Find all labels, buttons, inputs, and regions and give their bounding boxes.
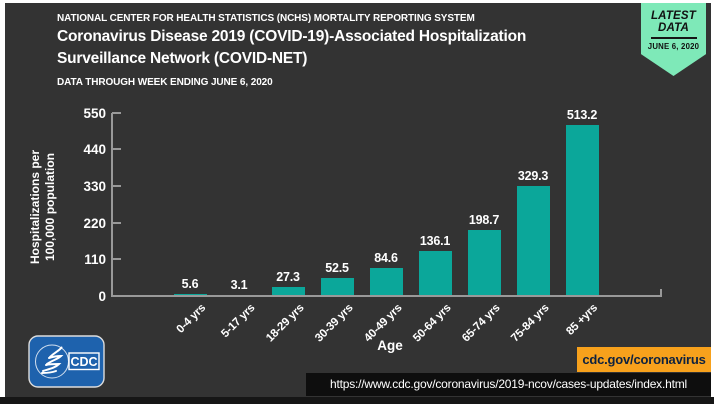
bar-value-label: 5.6 xyxy=(181,277,199,292)
bar xyxy=(271,286,305,296)
ribbon-date: JUNE 6, 2020 xyxy=(647,42,700,51)
y-axis-tick-label: 220 xyxy=(83,215,106,231)
ribbon-line2: DATA xyxy=(657,21,690,34)
x-axis-end-tick xyxy=(660,289,662,297)
bar xyxy=(369,267,403,296)
x-axis-title: Age xyxy=(377,338,403,353)
y-axis-tick-label: 0 xyxy=(98,289,106,304)
page-title-line1: Coronavirus Disease 2019 (COVID-19)-Asso… xyxy=(57,28,527,45)
bar-value-label: 27.3 xyxy=(276,269,300,284)
y-axis-tick-label: 550 xyxy=(83,105,106,121)
header-eyebrow: NATIONAL CENTER FOR HEALTH STATISTICS (N… xyxy=(57,13,475,24)
bar-value-label: 198.7 xyxy=(468,212,500,227)
bottom-border-strip xyxy=(0,397,714,404)
cdc-logo: CDC xyxy=(28,335,105,388)
bar xyxy=(418,250,452,296)
y-axis-tick-label: 330 xyxy=(83,178,106,194)
bar xyxy=(516,186,550,296)
bar xyxy=(320,278,354,296)
page-title-line2: Surveillance Network (COVID-NET) xyxy=(57,50,308,67)
bar-value-label: 513.2 xyxy=(566,107,598,122)
logo-background xyxy=(28,335,105,388)
ribbon-line1: LATEST xyxy=(650,10,697,22)
y-axis-title: Hospitalizations per 100,000 population xyxy=(28,149,57,265)
source-url-link[interactable]: https://www.cdc.gov/coronavirus/2019-nco… xyxy=(306,373,711,396)
y-axis-line xyxy=(111,113,113,297)
y-axis-tick-mark xyxy=(112,148,121,151)
bar-value-label: 136.1 xyxy=(419,233,451,248)
y-axis-tick-label: 440 xyxy=(83,142,106,158)
bar-value-label: 52.5 xyxy=(325,261,349,276)
bar xyxy=(565,124,599,296)
bar-value-label: 3.1 xyxy=(230,277,248,292)
cdc-logo-graphic: CDC xyxy=(28,335,105,388)
ribbon-divider xyxy=(650,37,697,39)
y-axis-tick-mark xyxy=(112,184,121,187)
y-axis-tick-label: 110 xyxy=(84,252,106,268)
bar-value-label: 329.3 xyxy=(517,169,549,184)
y-axis-tick-mark xyxy=(112,258,121,261)
cdc-coronavirus-button[interactable]: cdc.gov/coronavirus xyxy=(577,347,711,372)
y-axis-tick-mark xyxy=(112,111,121,114)
hhs-eagle-icon xyxy=(41,346,64,374)
y-axis-tick-mark xyxy=(112,221,121,224)
bar-value-label: 84.6 xyxy=(374,250,398,265)
x-axis-line xyxy=(111,295,662,297)
cdc-wordmark: CDC xyxy=(70,355,97,369)
cdc-wordmark-box xyxy=(68,352,100,371)
data-through-subtitle: DATA THROUGH WEEK ENDING JUNE 6, 2020 xyxy=(57,77,273,88)
bar xyxy=(467,229,501,296)
